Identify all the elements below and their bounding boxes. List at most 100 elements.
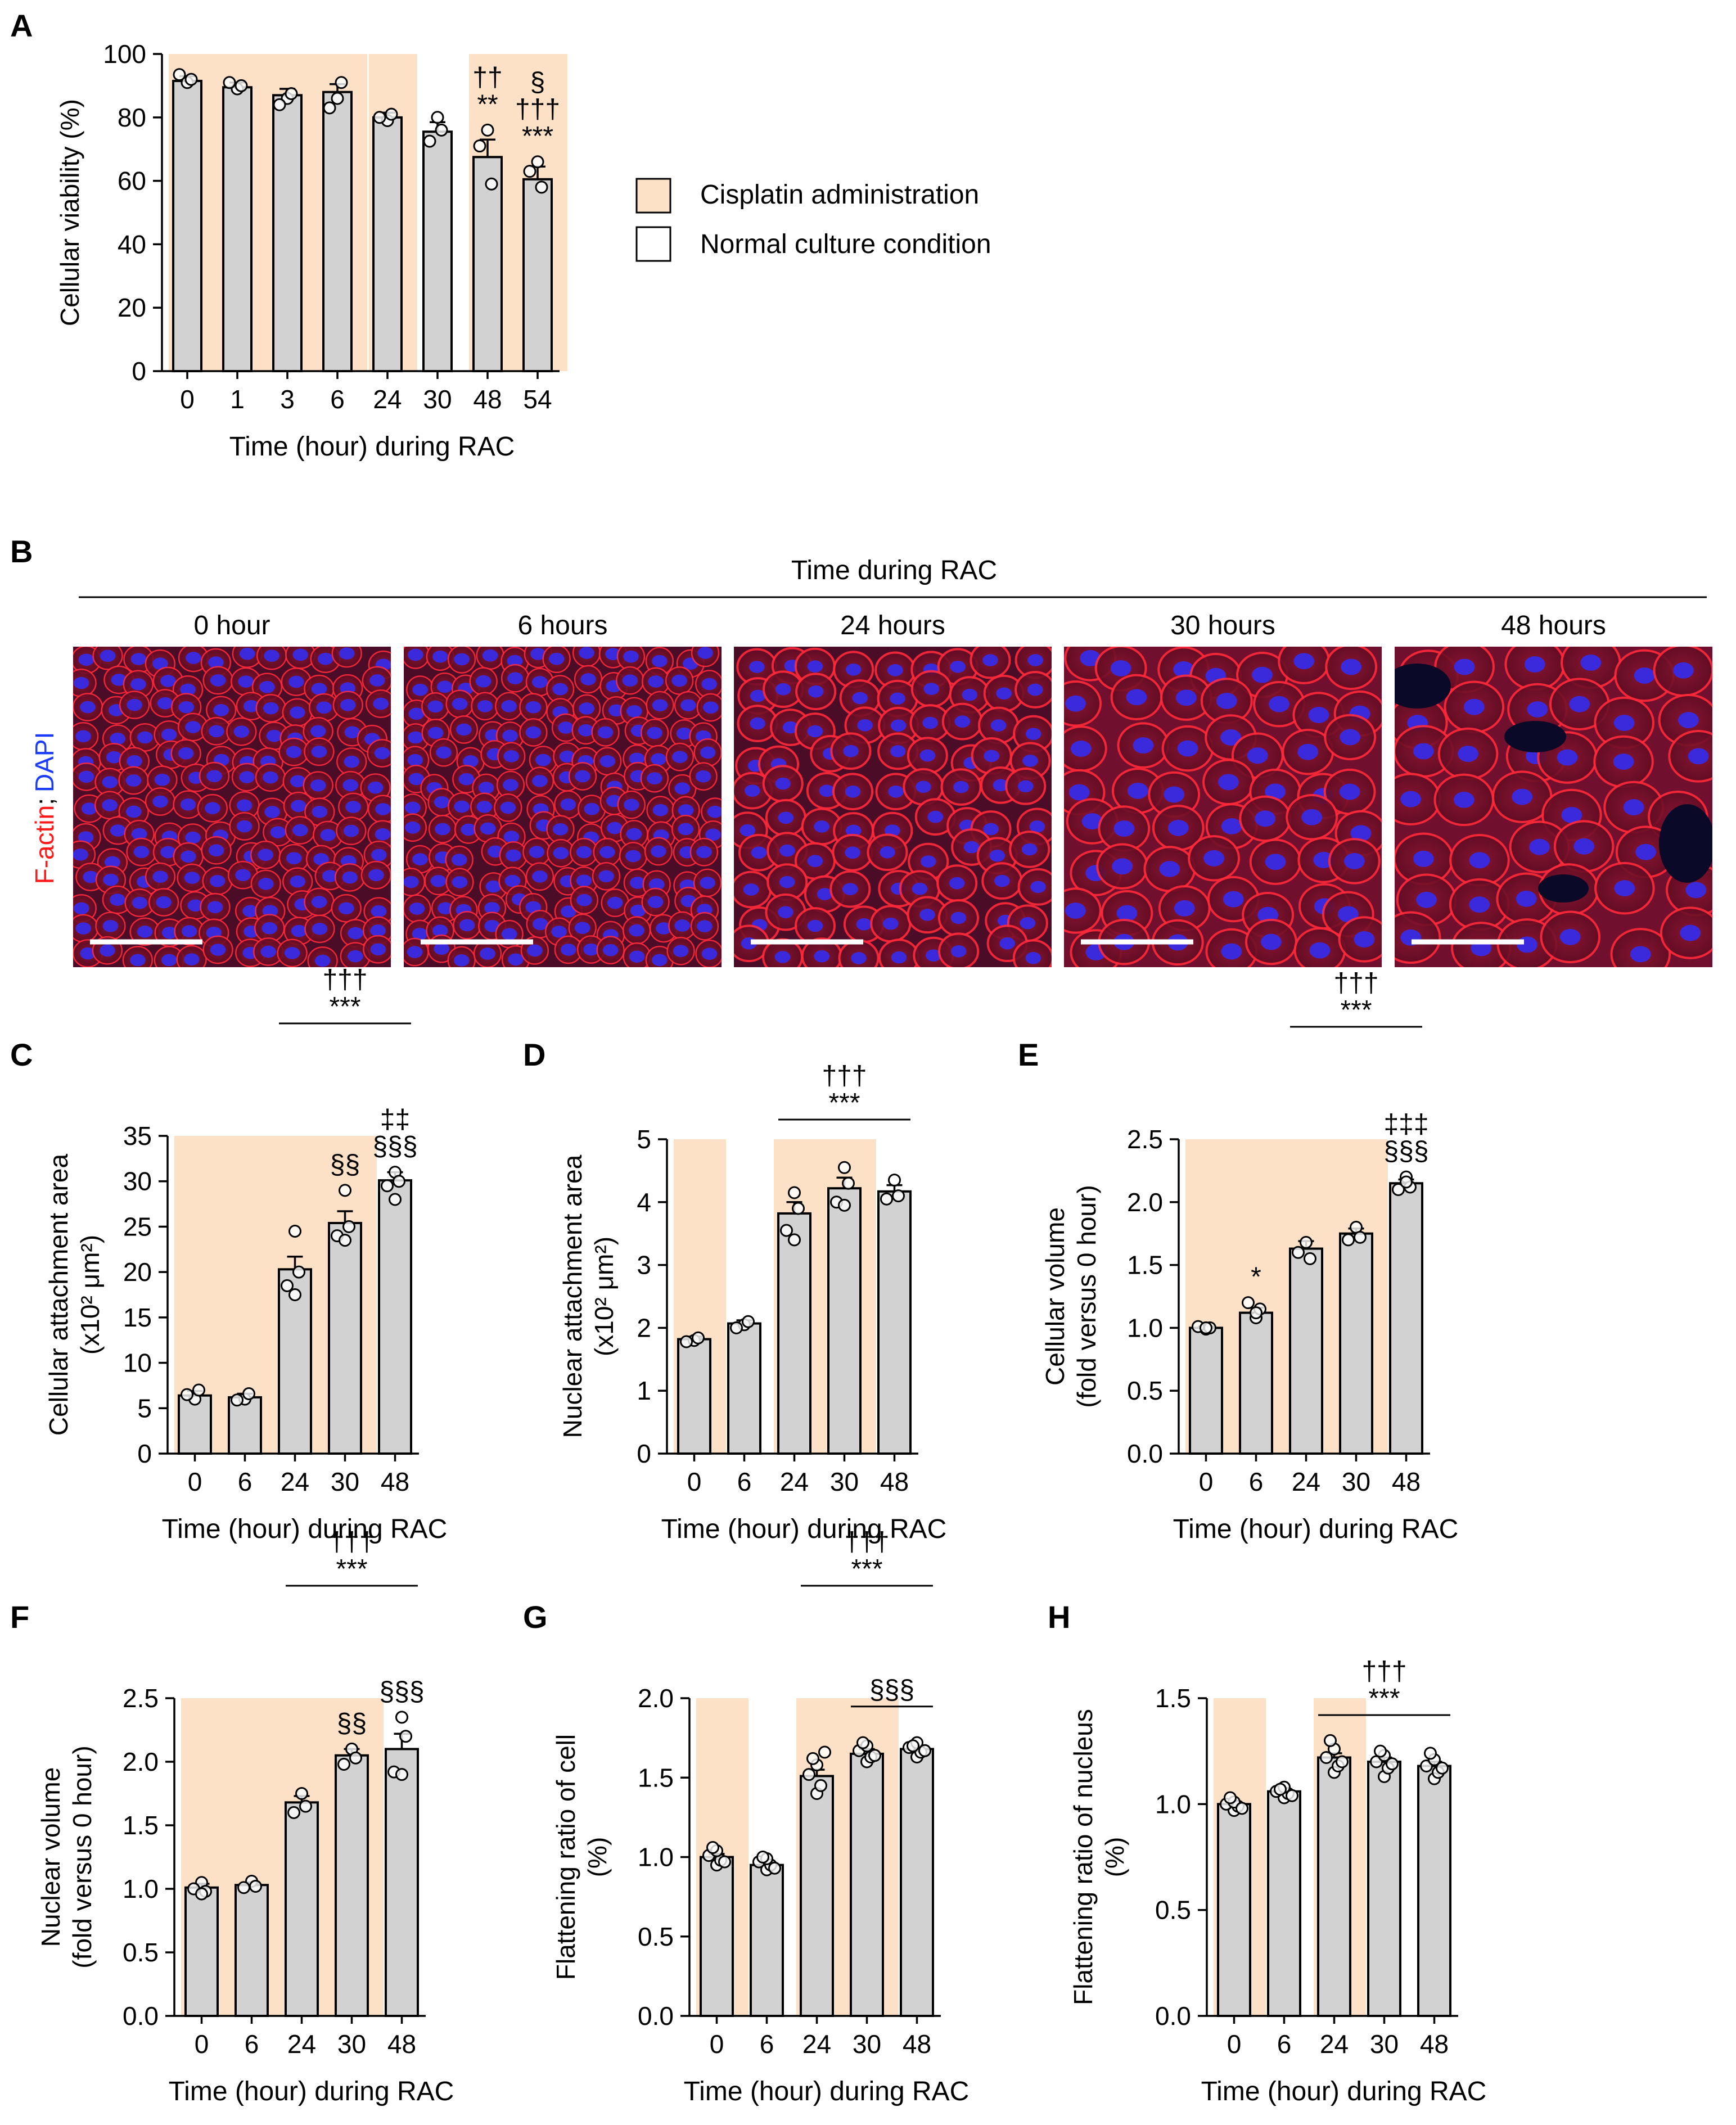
data-point	[856, 1736, 869, 1749]
y-tick-label: 5	[137, 1393, 152, 1423]
nucleus	[100, 944, 115, 957]
nucleus	[371, 849, 387, 861]
y-tick-label: 20	[118, 293, 146, 322]
y-axis-label: Cellular viability (%)	[55, 99, 84, 326]
nucleus	[749, 661, 765, 673]
significance-mark: ***	[329, 992, 360, 1022]
nucleus	[374, 747, 390, 760]
nucleus	[996, 687, 1012, 700]
y-axis-label: (fold versus 0 hour)	[67, 1745, 97, 1968]
nucleus	[289, 706, 305, 719]
nucleus	[368, 869, 384, 882]
nucleus	[551, 926, 567, 938]
nucleus	[345, 801, 361, 813]
nucleus	[130, 954, 146, 967]
nucleus	[1065, 903, 1086, 919]
nucleus	[674, 782, 691, 795]
nucleus	[1174, 900, 1195, 917]
y-tick-label: 0.5	[123, 1938, 159, 1967]
nucleus	[312, 923, 328, 935]
nucleus	[624, 798, 639, 811]
data-point	[395, 1711, 408, 1724]
nucleus	[432, 924, 448, 937]
data-point	[1342, 1233, 1355, 1247]
nucleus	[1340, 729, 1361, 746]
nucleus	[125, 774, 142, 787]
x-axis-label: Time (hour) during RAC	[229, 432, 515, 462]
nucleus	[962, 688, 978, 701]
nucleus	[110, 732, 125, 745]
bar	[800, 1775, 834, 2018]
nucleus	[984, 750, 999, 763]
x-axis-label: Time (hour) during RAC	[684, 2077, 970, 2106]
data-point	[287, 1806, 300, 1819]
nucleus	[648, 675, 664, 688]
nucleus	[83, 870, 99, 883]
nucleus	[132, 896, 148, 909]
data-point	[281, 1279, 294, 1292]
y-tick-label: 1.5	[638, 1763, 674, 1792]
chart-g: G 0 6 24 30 48 0.0 0.5 1.0 1.5 2.0 Flattening ratio…	[523, 1527, 969, 2106]
nucleus	[1569, 696, 1590, 712]
x-tick-label: 24	[287, 2029, 316, 2059]
nucleus	[743, 883, 759, 896]
nucleus	[78, 770, 94, 783]
nucleus	[292, 824, 308, 837]
nucleus	[1413, 743, 1434, 760]
micrograph-label: 6 hours	[517, 611, 607, 640]
nucleus	[343, 824, 359, 837]
nucleus	[180, 683, 196, 696]
nucleus	[208, 844, 224, 857]
nucleus	[751, 846, 767, 859]
nucleus	[100, 649, 116, 662]
data-point	[299, 1799, 312, 1813]
data-point	[1304, 1252, 1316, 1265]
nucleus	[912, 882, 928, 895]
nucleus	[183, 953, 200, 966]
nucleus	[342, 779, 359, 792]
nucleus	[602, 944, 619, 957]
gap	[1395, 664, 1451, 709]
x-tick-label: 6	[330, 385, 345, 414]
data-point	[323, 101, 336, 115]
nucleus	[1027, 683, 1043, 696]
nucleus	[1354, 931, 1375, 948]
nucleus	[340, 699, 356, 711]
nucleus	[436, 746, 452, 759]
nucleus	[697, 647, 713, 659]
data-point	[892, 1189, 905, 1203]
nucleus	[503, 779, 518, 791]
nucleus	[1469, 896, 1490, 913]
y-tick-label: 35	[123, 1121, 152, 1151]
nucleus	[852, 692, 868, 705]
nucleus	[702, 701, 719, 714]
nucleus	[290, 775, 306, 788]
data-point	[393, 1175, 405, 1188]
y-tick-label: 40	[118, 229, 146, 259]
panel-letter: G	[523, 1599, 548, 1635]
panel-b: B Time during RAC F-actin; DAPI 0 hour 6 h…	[10, 534, 1712, 967]
x-axis-label: Time (hour) during RAC	[162, 1514, 448, 1544]
nucleus	[919, 749, 936, 762]
x-axis-label: Time (hour) during RAC	[661, 1514, 947, 1544]
significance-mark: ***	[851, 1554, 882, 1584]
nucleus	[213, 704, 229, 716]
nucleus	[258, 878, 274, 890]
nucleus	[427, 700, 444, 713]
nucleus	[1164, 786, 1185, 803]
nucleus	[629, 924, 644, 937]
nucleus	[130, 653, 147, 665]
nucleus	[209, 725, 224, 738]
nucleus	[507, 655, 523, 667]
nucleus	[137, 926, 153, 938]
nucleus	[412, 928, 428, 940]
bar	[322, 91, 353, 372]
nucleus	[407, 754, 423, 766]
nucleus	[808, 685, 824, 698]
data-point	[339, 1234, 351, 1247]
data-point	[792, 1202, 805, 1215]
bar	[235, 1884, 269, 2017]
data-point	[1436, 1761, 1449, 1775]
nucleus	[891, 951, 907, 964]
nucleus	[156, 896, 172, 909]
